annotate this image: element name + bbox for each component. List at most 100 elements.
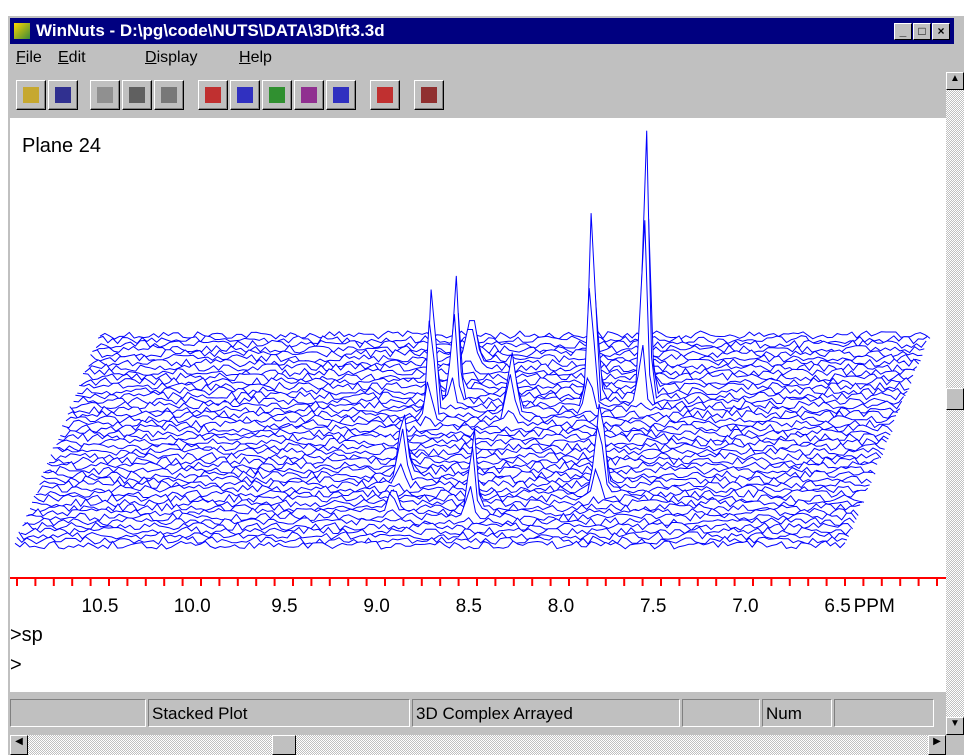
toolbar-icon: [55, 87, 71, 103]
trace: [54, 442, 885, 452]
close-button[interactable]: ×: [932, 23, 950, 40]
toolbar-icon: [23, 87, 39, 103]
trace: [75, 130, 906, 401]
trace: [79, 336, 910, 391]
trace-mask: [66, 374, 896, 426]
toolbar-button[interactable]: [414, 80, 444, 110]
trace: [92, 344, 923, 359]
trace-mask: [15, 541, 845, 552]
toolbar-icon: [129, 87, 145, 103]
window: WinNuts - D:\pg\code\NUTS\DATA\3D\ft3.3d…: [8, 16, 964, 755]
trace: [29, 428, 861, 513]
trace: [99, 330, 931, 340]
axis-label: 10.0: [174, 596, 211, 617]
trace: [31, 467, 863, 508]
status-bar: Stacked Plot 3D Complex Arrayed Num: [10, 697, 946, 731]
console-line: >sp: [10, 624, 43, 646]
scroll-up[interactable]: ▲: [946, 72, 964, 90]
trace-mask: [33, 469, 864, 506]
toolbar-button[interactable]: [370, 80, 400, 110]
toolbar-icon: [269, 87, 285, 103]
toolbar-icon: [237, 87, 253, 103]
axis-label: 10.5: [82, 596, 119, 617]
status-panel: Stacked Plot: [148, 699, 410, 727]
menu-item[interactable]: Help: [239, 49, 272, 66]
axis-label: 8.0: [548, 596, 574, 617]
toolbar-button[interactable]: [122, 80, 152, 110]
status-panel: 3D Complex Arrayed: [412, 699, 680, 727]
toolbar-button[interactable]: [326, 80, 356, 110]
trace-mask: [92, 345, 923, 361]
scroll-right[interactable]: ▶: [928, 735, 946, 755]
console: >sp >: [10, 624, 43, 684]
trace: [95, 339, 927, 349]
toolbar-button[interactable]: [90, 80, 120, 110]
trace: [84, 360, 916, 377]
toolbar-button[interactable]: [294, 80, 324, 110]
scroll-down[interactable]: ▼: [946, 717, 964, 735]
toolbar-icon: [333, 87, 349, 103]
axis-label: 7.0: [732, 596, 758, 617]
axis-label: 8.5: [456, 596, 482, 617]
menu-item[interactable]: Display: [145, 49, 198, 66]
trace: [50, 451, 882, 462]
axis-label: 6.5: [824, 596, 850, 617]
trace-mask: [90, 332, 921, 366]
trace: [22, 521, 853, 532]
trace: [28, 446, 859, 518]
app-icon: [14, 23, 30, 39]
menu-item[interactable]: File: [16, 49, 42, 66]
trace: [24, 517, 855, 527]
trace-mask: [37, 403, 868, 496]
toolbar-button[interactable]: [230, 80, 260, 110]
trace-mask: [41, 428, 872, 487]
trace: [67, 320, 898, 420]
plane-label: Plane 24: [22, 135, 101, 157]
toolbar-button[interactable]: [16, 80, 46, 110]
trace: [94, 344, 925, 354]
status-panel: [10, 699, 146, 727]
axis-label: 9.0: [363, 596, 389, 617]
status-panel: [834, 699, 934, 727]
trace: [14, 540, 846, 550]
toolbar-button[interactable]: [154, 80, 184, 110]
minimize-button[interactable]: _: [894, 23, 912, 40]
toolbar-icon: [301, 87, 317, 103]
toolbar-icon: [97, 87, 113, 103]
trace: [69, 289, 901, 415]
trace: [80, 370, 912, 387]
trace-mask: [20, 527, 851, 538]
window-title: WinNuts - D:\pg\code\NUTS\DATA\3D\ft3.3d: [36, 21, 385, 40]
toolbar-button[interactable]: [262, 80, 292, 110]
scroll-thumb[interactable]: [946, 388, 964, 410]
trace-mask: [28, 446, 859, 520]
title-bar: WinNuts - D:\pg\code\NUTS\DATA\3D\ft3.3d…: [10, 18, 954, 44]
console-line: >: [10, 654, 22, 676]
trace: [86, 329, 918, 373]
trace: [73, 213, 904, 405]
trace: [71, 287, 903, 410]
status-panel: [682, 699, 760, 727]
trace: [97, 335, 929, 345]
trace: [90, 331, 921, 363]
status-panel: Num: [762, 699, 832, 727]
horizontal-scrollbar[interactable]: ◀ ▶: [10, 735, 946, 755]
scroll-thumb[interactable]: [272, 735, 296, 755]
toolbar-icon: [421, 87, 437, 103]
vertical-scrollbar[interactable]: ▲ ▼: [946, 72, 964, 735]
maximize-button[interactable]: □: [913, 23, 931, 40]
toolbar-button[interactable]: [198, 80, 228, 110]
menu-item[interactable]: Edit: [58, 49, 86, 66]
trace: [39, 440, 870, 489]
trace: [62, 423, 893, 434]
trace: [35, 425, 866, 499]
toolbar-button[interactable]: [48, 80, 78, 110]
trace: [37, 403, 869, 494]
trace-mask: [39, 442, 870, 492]
axis-label: 9.5: [271, 596, 297, 617]
trace: [52, 447, 884, 457]
axis-unit: PPM: [854, 596, 895, 617]
trace: [33, 467, 865, 504]
scroll-left[interactable]: ◀: [10, 735, 28, 755]
